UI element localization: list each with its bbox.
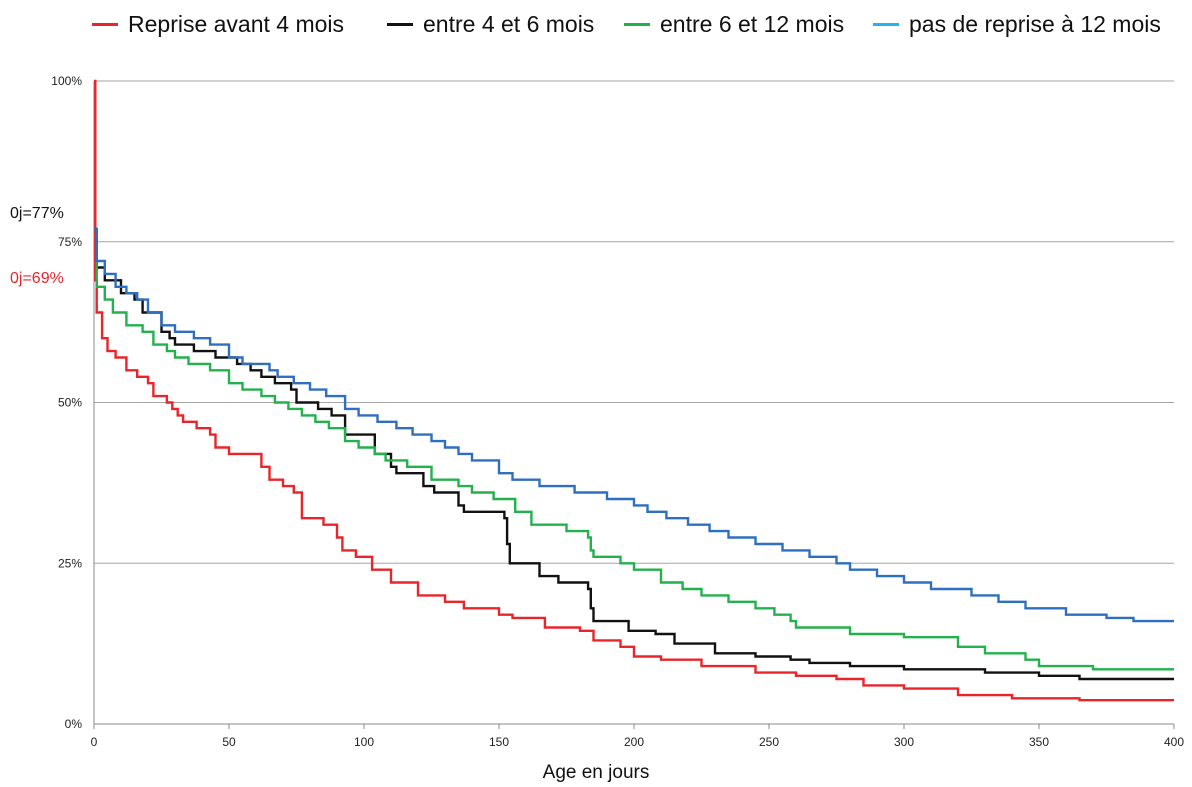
legend-item-pas-de-reprise-a-12-mois: pas de reprise à 12 mois: [873, 8, 1161, 40]
y-tick-label: 25%: [58, 556, 82, 570]
series-line-1: [94, 227, 1174, 681]
legend-label: entre 6 et 12 mois: [660, 10, 845, 37]
legend-label: Reprise avant 4 mois: [128, 10, 345, 37]
series-line-0: [94, 79, 1174, 702]
x-tick-label: 150: [489, 735, 509, 749]
legend-swatch: [92, 22, 118, 26]
legend-item-reprise-avant-4-mois: Reprise avant 4 mois: [92, 8, 344, 40]
x-tick-label: 350: [1029, 735, 1049, 749]
y-tick-label: 100%: [51, 74, 82, 88]
legend-item-entre-4-et-6-mois: entre 4 et 6 mois: [387, 8, 594, 40]
x-tick-label: 50: [222, 735, 236, 749]
x-tick-label: 300: [894, 735, 914, 749]
legend-swatch: [624, 22, 650, 26]
legend-label: entre 4 et 6 mois: [423, 10, 595, 37]
x-tick-label: 250: [759, 735, 779, 749]
legend-label: pas de reprise à 12 mois: [909, 10, 1161, 37]
legend-swatch: [873, 22, 899, 26]
series-line-3: [94, 227, 1174, 623]
annotation-0j-69: 0j=69%: [10, 270, 64, 287]
y-tick-label: 0%: [65, 717, 83, 731]
x-tick-label: 100: [354, 735, 374, 749]
chart-legend: Reprise avant 4 mois entre 4 et 6 mois e…: [0, 8, 1192, 40]
y-tick-label: 50%: [58, 396, 82, 410]
series-line-2: [94, 227, 1174, 671]
x-tick-label: 200: [624, 735, 644, 749]
y-tick-label: 75%: [58, 235, 82, 249]
x-axis-label: Age en jours: [542, 762, 650, 783]
x-tick-label: 400: [1164, 735, 1184, 749]
legend-item-entre-6-et-12-mois: entre 6 et 12 mois: [624, 8, 844, 40]
legend-swatch: [387, 22, 413, 26]
x-tick-label: 0: [91, 735, 98, 749]
annotation-0j-77: 0j=77%: [10, 205, 64, 222]
